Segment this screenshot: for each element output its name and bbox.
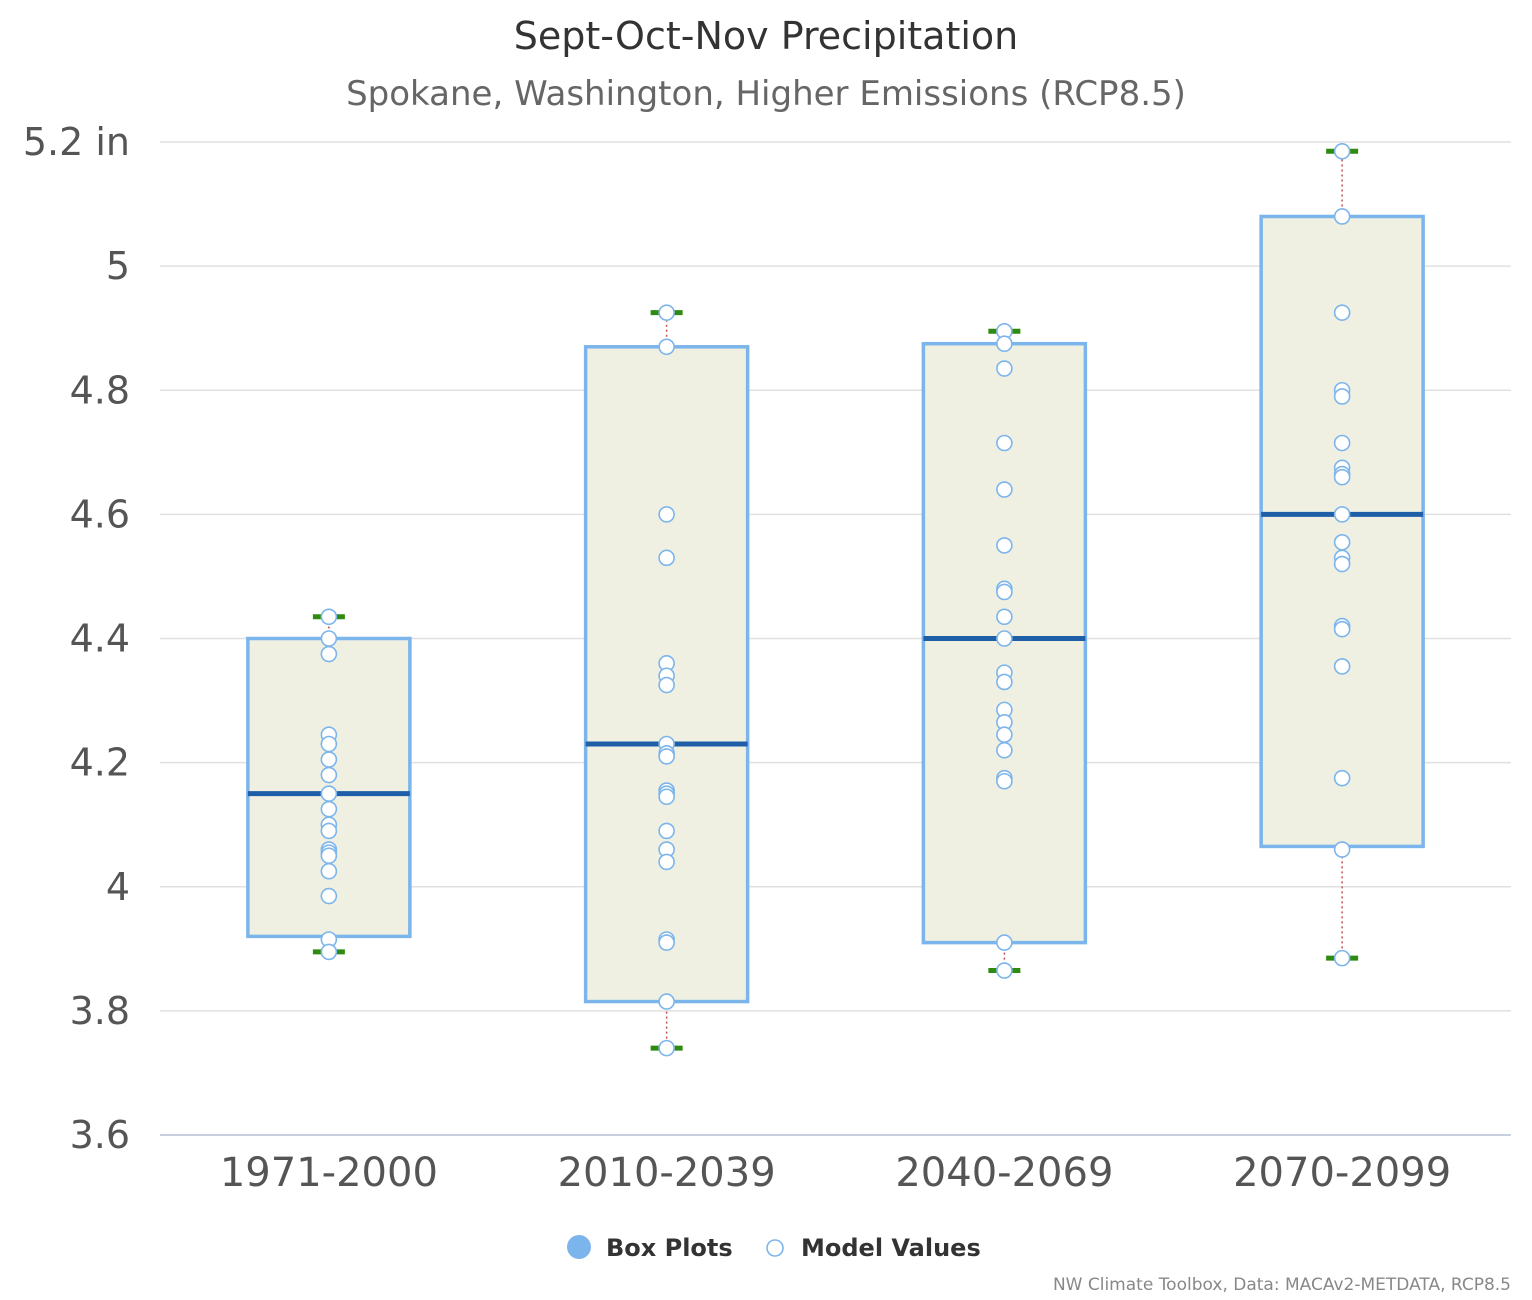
model-value-point	[320, 862, 338, 880]
y-tick-label: 4.4	[70, 617, 130, 661]
model-value-point	[658, 676, 675, 694]
model-value-point	[996, 726, 1013, 743]
x-tick-label: 2010-2039	[558, 1150, 776, 1196]
model-value-point	[996, 673, 1013, 691]
model-value-point	[996, 934, 1013, 951]
model-value-point	[320, 645, 338, 663]
model-value-point	[320, 735, 338, 753]
model-value-point	[1333, 769, 1351, 787]
model-value-point	[658, 748, 675, 765]
chart-title: Sept-Oct-Nov Precipitation	[514, 14, 1018, 58]
model-value-point	[658, 338, 675, 356]
model-value-point	[658, 506, 675, 523]
model-value-point	[996, 335, 1013, 353]
model-value-point	[1333, 534, 1351, 551]
y-tick-label: 3.8	[70, 989, 130, 1033]
box	[1259, 214, 1425, 849]
model-value-point	[1333, 143, 1351, 160]
model-value-point	[1333, 506, 1351, 523]
model-value-point	[996, 630, 1013, 647]
model-value-point	[658, 853, 675, 871]
box-plot-2040-2069	[921, 328, 1088, 974]
model-value-point	[996, 360, 1013, 377]
y-tick-label: 4.2	[70, 741, 130, 785]
model-value-point	[320, 822, 338, 840]
y-tick-label: 4	[106, 865, 130, 909]
y-tick-label: 4.6	[70, 492, 130, 536]
model-value-point	[996, 434, 1013, 452]
model-value-point	[320, 751, 338, 768]
legend-model-values-marker	[766, 1239, 784, 1257]
legend-model-values-label: Model Values	[801, 1234, 981, 1262]
legend-item-box-plots[interactable]: Box Plots	[567, 1234, 733, 1262]
y-tick-label: 3.6	[70, 1113, 130, 1157]
model-value-point	[658, 822, 675, 840]
model-value-point	[1333, 658, 1351, 675]
model-value-point	[996, 537, 1013, 554]
model-value-point	[320, 943, 338, 961]
model-value-point	[996, 481, 1013, 498]
y-tick-label: 5	[106, 244, 130, 288]
y-axis-ticks: 3.6 3.8 4 4.2 4.4 4.6 4.8 5 5.2 in	[23, 120, 130, 1157]
model-value-point	[1333, 388, 1351, 405]
legend: Box Plots Model Values	[567, 1234, 981, 1262]
x-tick-label: 2070-2099	[1233, 1150, 1451, 1196]
model-value-point	[1333, 555, 1351, 573]
model-value-point	[1333, 304, 1351, 321]
model-value-point	[658, 993, 675, 1010]
credits[interactable]: NW Climate Toolbox, Data: MACAv2-METDATA…	[1053, 1275, 1511, 1295]
chart-subtitle: Spokane, Washington, Higher Emissions (R…	[346, 74, 1186, 114]
model-value-point	[996, 608, 1013, 626]
legend-item-model-values[interactable]: Model Values	[766, 1234, 981, 1262]
legend-box-plots-label: Box Plots	[606, 1234, 733, 1262]
x-axis-ticks: 1971-2000 2010-2039 2040-2069 2070-2099	[220, 1150, 1451, 1196]
model-value-point	[320, 785, 338, 802]
model-value-point	[658, 1039, 675, 1057]
model-value-point	[1333, 208, 1351, 225]
model-value-point	[320, 847, 338, 865]
model-value-point	[320, 608, 338, 626]
model-value-point	[658, 934, 675, 951]
model-value-point	[320, 630, 338, 647]
y-tick-label: 4.8	[70, 368, 130, 412]
model-value-point	[658, 788, 675, 806]
model-value-point	[1333, 841, 1351, 858]
model-value-point	[1333, 434, 1351, 452]
model-value-point	[996, 741, 1013, 759]
model-value-point	[320, 887, 338, 905]
legend-box-plots-marker	[567, 1235, 591, 1259]
model-value-point	[320, 766, 338, 784]
model-value-point	[996, 772, 1013, 790]
model-value-point	[1333, 620, 1351, 638]
box-plots	[246, 148, 1425, 1051]
model-value-point	[320, 800, 338, 818]
model-value-point	[996, 962, 1013, 979]
x-tick-label: 2040-2069	[895, 1150, 1113, 1196]
model-value-point	[996, 583, 1013, 601]
y-tick-label: 5.2 in	[23, 120, 130, 164]
model-value-point	[658, 304, 675, 321]
x-tick-label: 1971-2000	[220, 1150, 438, 1196]
model-values	[320, 143, 1351, 1057]
model-value-point	[1333, 468, 1351, 486]
model-value-point	[658, 549, 675, 567]
model-value-point	[1333, 949, 1351, 967]
